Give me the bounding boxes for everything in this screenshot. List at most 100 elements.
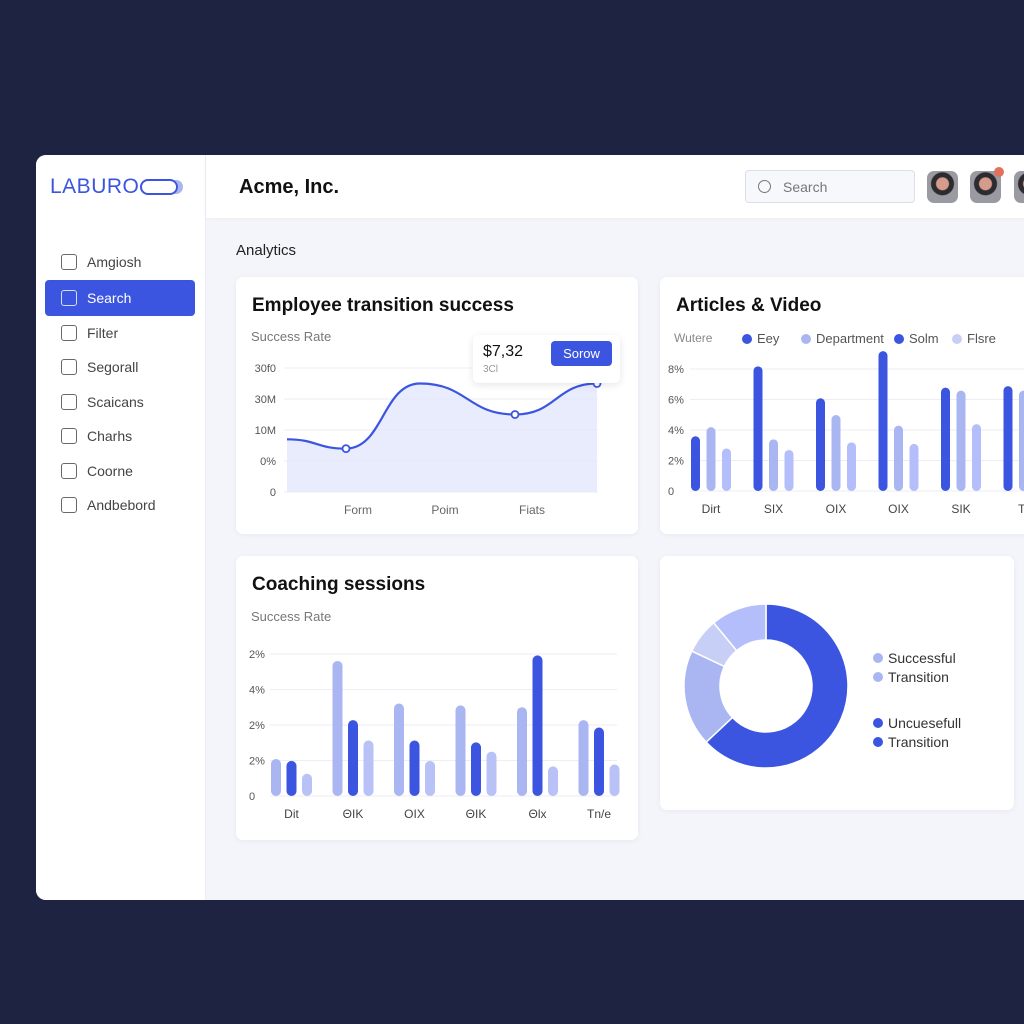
x-tick-label: Form [344,503,372,517]
y-tick-label: 30M [255,394,276,406]
legend-dot [742,333,752,344]
sidebar-item-coorne[interactable]: Coorne [45,454,195,489]
y-tick-label: 2% [668,456,684,468]
bar [486,751,497,796]
x-tick-label: ΘIK [466,807,487,821]
bar [609,764,620,796]
y-tick-label: 0 [249,791,255,803]
bar [594,727,604,796]
bar [286,760,297,796]
legend-dot [873,737,883,747]
bar [831,415,841,491]
legend-item: Uncuesefull [873,715,961,731]
y-tick-label: 2% [249,649,265,661]
bar [784,449,794,491]
card-title: Coaching sessions [252,574,426,595]
sidebar-item-label: Segorall [87,359,139,376]
x-tick-label: Tn/e [587,807,611,821]
sidebar-item-filter[interactable]: Filter [45,316,195,351]
legend-label: Department [816,331,884,346]
x-tick-label: Tr [1018,502,1024,516]
bar [548,766,558,796]
logo: LABURO [50,175,179,199]
line-chart: 0 0% 10M 30M 30f0 Form Poim Fiats [255,363,602,517]
bar [816,398,825,491]
data-point [341,444,351,454]
y-label: Success Rate [251,609,332,624]
y-tick-label: 0 [270,487,276,499]
bar [455,705,466,796]
sidebar-item-label: Amgiosh [87,254,142,271]
tooltip-sub: 3Cl [483,364,499,375]
inbox-icon [61,289,77,306]
bar [941,387,950,491]
x-tick-label: Dit [284,807,299,821]
bar [517,707,527,796]
tooltip-button[interactable]: Sorow [551,341,612,366]
mail-icon [61,393,77,410]
sidebar-item-label: Coorne [87,462,133,479]
bar [363,740,374,796]
tooltip-value: $7,32 [483,343,524,360]
sidebar-item-search[interactable]: Search [45,279,195,316]
sidebar-item-scaicans[interactable]: Scaicans [45,385,195,420]
avatar[interactable] [970,167,1004,203]
area-fill [287,383,597,492]
x-tick-label: SIK [951,502,970,516]
bar [332,660,343,796]
y-tick-label: 2% [249,756,265,768]
legend-dot [873,672,883,682]
card-title: Employee transition success [252,295,514,316]
bar [1003,386,1013,491]
avatar[interactable] [1014,171,1024,203]
avatar[interactable] [927,171,958,203]
employee-transition-card: Employee transition success Success Rate… [236,277,638,534]
sidebar-item-charhs[interactable]: Charhs [45,419,195,454]
bar [909,443,919,491]
bar-chart: 0 2% 4% 6% 8% Dirt SIX OIX OIX SIK Tr [668,351,1024,516]
bar [691,436,700,491]
x-tick-label: OIX [404,807,425,821]
legend-dot [801,333,811,344]
legend-item: Eey [742,331,779,346]
bar [532,655,543,796]
legend-item: Solm [894,331,939,346]
sidebar-item-amgiosh[interactable]: Amgiosh [45,245,195,280]
legend-label: Flsre [967,331,996,346]
coaching-sessions-card: Coaching sessions Success Rate 0 2% 2% 4% 2%… [236,556,638,840]
sidebar-item-label: Charhs [87,428,133,445]
bar [302,773,312,796]
sidebar-item-label: Filter [87,324,119,341]
bar [753,366,763,491]
chart-icon [61,428,77,445]
sidebar-item-segorall[interactable]: Segorall [45,350,195,385]
search-placeholder: Search [783,178,828,195]
bar-chart: 0 2% 2% 4% 2% Dit ΘIK OIX ΘIK Θlx Tn/e [249,649,620,821]
x-tick-label: Fiats [519,503,545,517]
legend-item: Successful [873,650,956,666]
bar [471,742,481,796]
bar [956,390,966,491]
sidebar-item-andbebord[interactable]: Andbebord [45,488,195,523]
bar [1019,390,1024,491]
y-tick-label: 0 [668,486,674,498]
legend-item: Flsre [952,331,996,346]
x-tick-label: ΘIK [343,807,364,821]
bar [972,424,981,491]
app-window: LABURO Amgiosh Search Filter Segorall Scaica… [36,155,1024,900]
tooltip: $7,32 3Cl Sorow [473,335,620,383]
y-tick-label: 4% [249,685,265,697]
y-tick-label: 8% [668,364,684,376]
clipboard-icon [61,359,77,376]
legend-item: Transition [873,669,949,685]
search-input[interactable]: Search [745,170,915,203]
y-tick-label: 4% [668,425,684,437]
x-tick-label: Dirt [702,502,721,516]
sidebar-item-label: Scaicans [87,393,144,410]
legend-label: Solm [909,331,939,346]
legend-label: Eey [757,331,780,346]
card-title: Articles & Video [676,295,822,316]
y-tick-label: 30f0 [255,363,276,375]
company-title: Acme, Inc. [239,176,340,198]
donut-segment [712,603,767,652]
